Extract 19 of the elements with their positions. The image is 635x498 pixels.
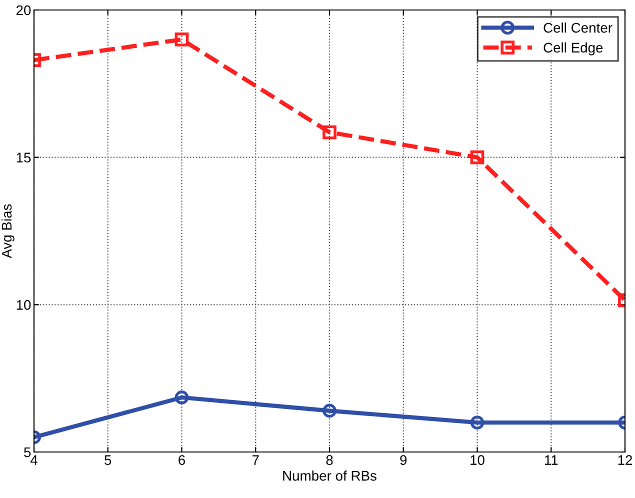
x-tick-label: 9 [400,455,407,465]
x-tick-label: 4 [30,455,38,465]
y-tick-label: 15 [16,152,31,163]
x-tick-label: 5 [104,455,112,465]
point [322,125,336,140]
y-tick-label: 20 [16,5,31,16]
y-tick-label: 10 [16,300,31,310]
point [322,404,336,418]
y-axis-title: Avg Bias [1,204,14,258]
x-tick-label: 10 [470,455,484,465]
x-tick-label: 6 [178,455,185,465]
x-tick-label: 11 [544,455,558,465]
legend-label: Cell Center [544,22,612,33]
x-tick-label: 12 [618,455,632,465]
legend-label: Cell Edge [544,42,603,56]
y-tick-label: 5 [24,447,31,458]
x-tick-label: 8 [326,455,333,465]
x-axis-title: Number of RBs [283,470,376,481]
x-tick-label: 7 [252,455,259,465]
